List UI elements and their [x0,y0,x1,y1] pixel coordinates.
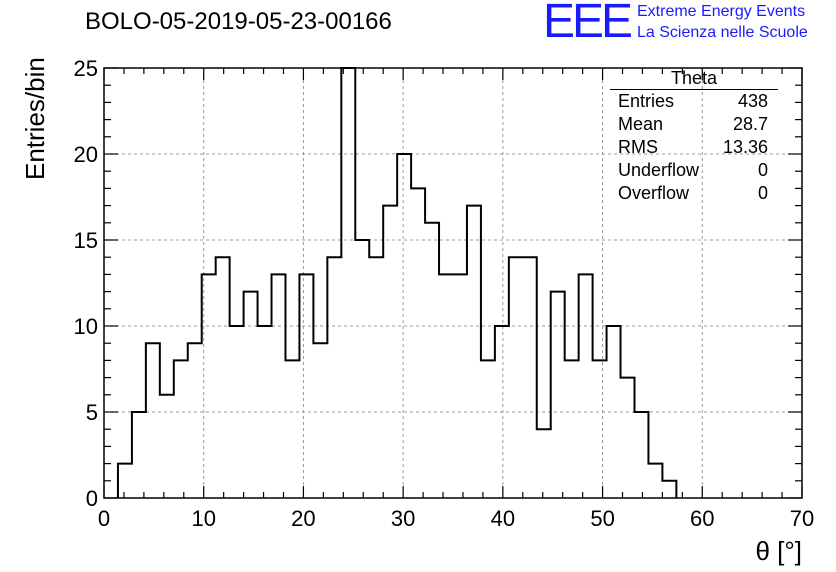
eee-logo: EEE [543,0,633,48]
y-tick-label: 20 [74,142,98,167]
stats-row-underflow: Underflow 0 [610,159,778,182]
logo-caption-line1: Extreme Energy Events [637,3,806,20]
stats-value: 0 [757,183,768,203]
stats-label: Overflow [618,183,690,203]
stats-row-mean: Mean 28.7 [610,113,778,136]
stats-value: 28.7 [732,114,768,134]
stats-value: 438 [737,91,768,111]
x-tick-label: 20 [291,506,315,531]
y-tick-label: 15 [74,228,98,253]
stats-label: RMS [618,137,658,157]
chart-title: BOLO-05-2019-05-23-00166 [85,8,392,35]
stats-label: Entries [618,91,675,111]
stats-value: 13.36 [722,137,768,157]
x-tick-label: 10 [191,506,215,531]
y-tick-label: 25 [74,56,98,81]
plot-frame [103,67,803,499]
y-tick-label: 10 [74,314,98,339]
x-tick-label: 50 [590,506,614,531]
stats-row-entries: Entries 438 [610,90,778,113]
stats-label: Mean [618,114,664,134]
x-axis-label: θ [°] [755,536,802,566]
stats-value: 0 [757,160,768,180]
y-tick-label: 5 [86,400,98,425]
histogram-series [116,67,678,498]
stats-box: Theta Entries 438 Mean 28.7 RMS 13.36 Under… [610,68,778,205]
logo-caption-line2: La Scienza nelle Scuole [637,24,808,41]
x-tick-label: 30 [391,506,415,531]
stats-title: Theta [610,68,778,90]
x-tick-label: 70 [790,506,814,531]
y-tick-label: 0 [86,486,98,511]
stats-row-overflow: Overflow 0 [610,182,778,205]
x-tick-label: 0 [98,506,110,531]
x-tick-label: 60 [690,506,714,531]
stats-row-rms: RMS 13.36 [610,136,778,159]
x-tick-label: 40 [491,506,515,531]
stats-label: Underflow [618,160,700,180]
